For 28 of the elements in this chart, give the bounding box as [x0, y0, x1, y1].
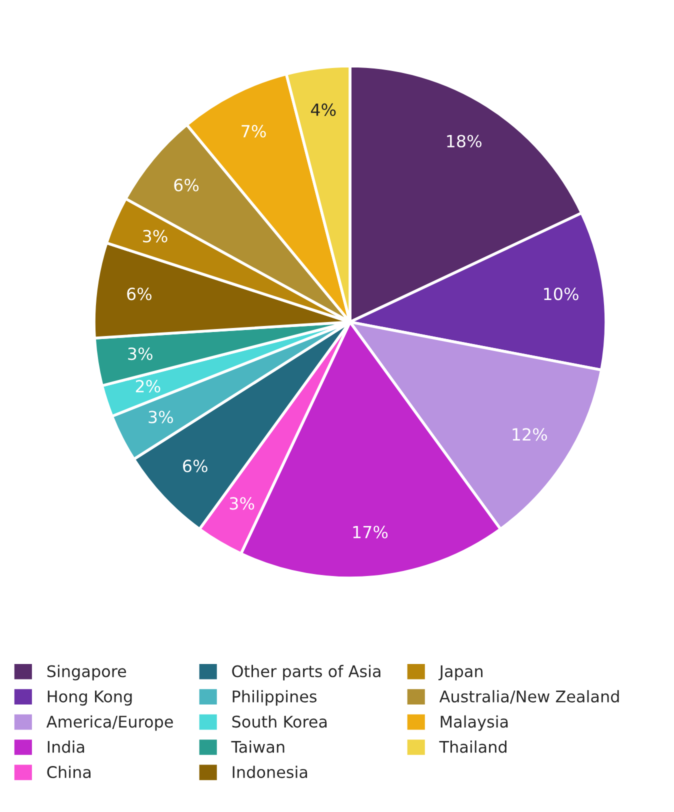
legend-label: Philippines	[232, 690, 317, 706]
legend-label: Australia/New Zealand	[439, 690, 619, 704]
data-label: 6%	[174, 178, 199, 192]
data-label: 7%	[242, 124, 266, 138]
legend-label: America/Europe	[46, 715, 173, 731]
data-label: 3%	[143, 230, 168, 242]
legend-label: Singapore	[47, 664, 126, 680]
legend-label: South Korea	[232, 715, 327, 728]
data-label: 10%	[544, 288, 578, 300]
legend-label: Taiwan	[231, 740, 284, 753]
legend-label: Japan	[438, 665, 482, 680]
data-label: 6%	[183, 460, 208, 472]
legend-label: China	[47, 766, 90, 778]
legend-label: Thailand	[439, 740, 506, 753]
legend-label: Indonesia	[232, 766, 308, 778]
data-label: 3%	[230, 497, 254, 510]
data-label: 3%	[148, 410, 173, 424]
legend-label: India	[48, 740, 84, 753]
data-label: 17%	[353, 526, 388, 538]
legend-label: Hong Kong	[48, 690, 132, 706]
data-label: 2%	[136, 380, 160, 392]
data-label: 18%	[447, 134, 482, 148]
legend-label: Other parts of Asia	[232, 664, 380, 680]
data-label: 4%	[310, 103, 336, 116]
data-label: 3%	[128, 347, 152, 360]
data-label: 12%	[512, 428, 548, 441]
legend-label: Malaysia	[440, 715, 508, 731]
data-label: 6%	[127, 288, 152, 300]
